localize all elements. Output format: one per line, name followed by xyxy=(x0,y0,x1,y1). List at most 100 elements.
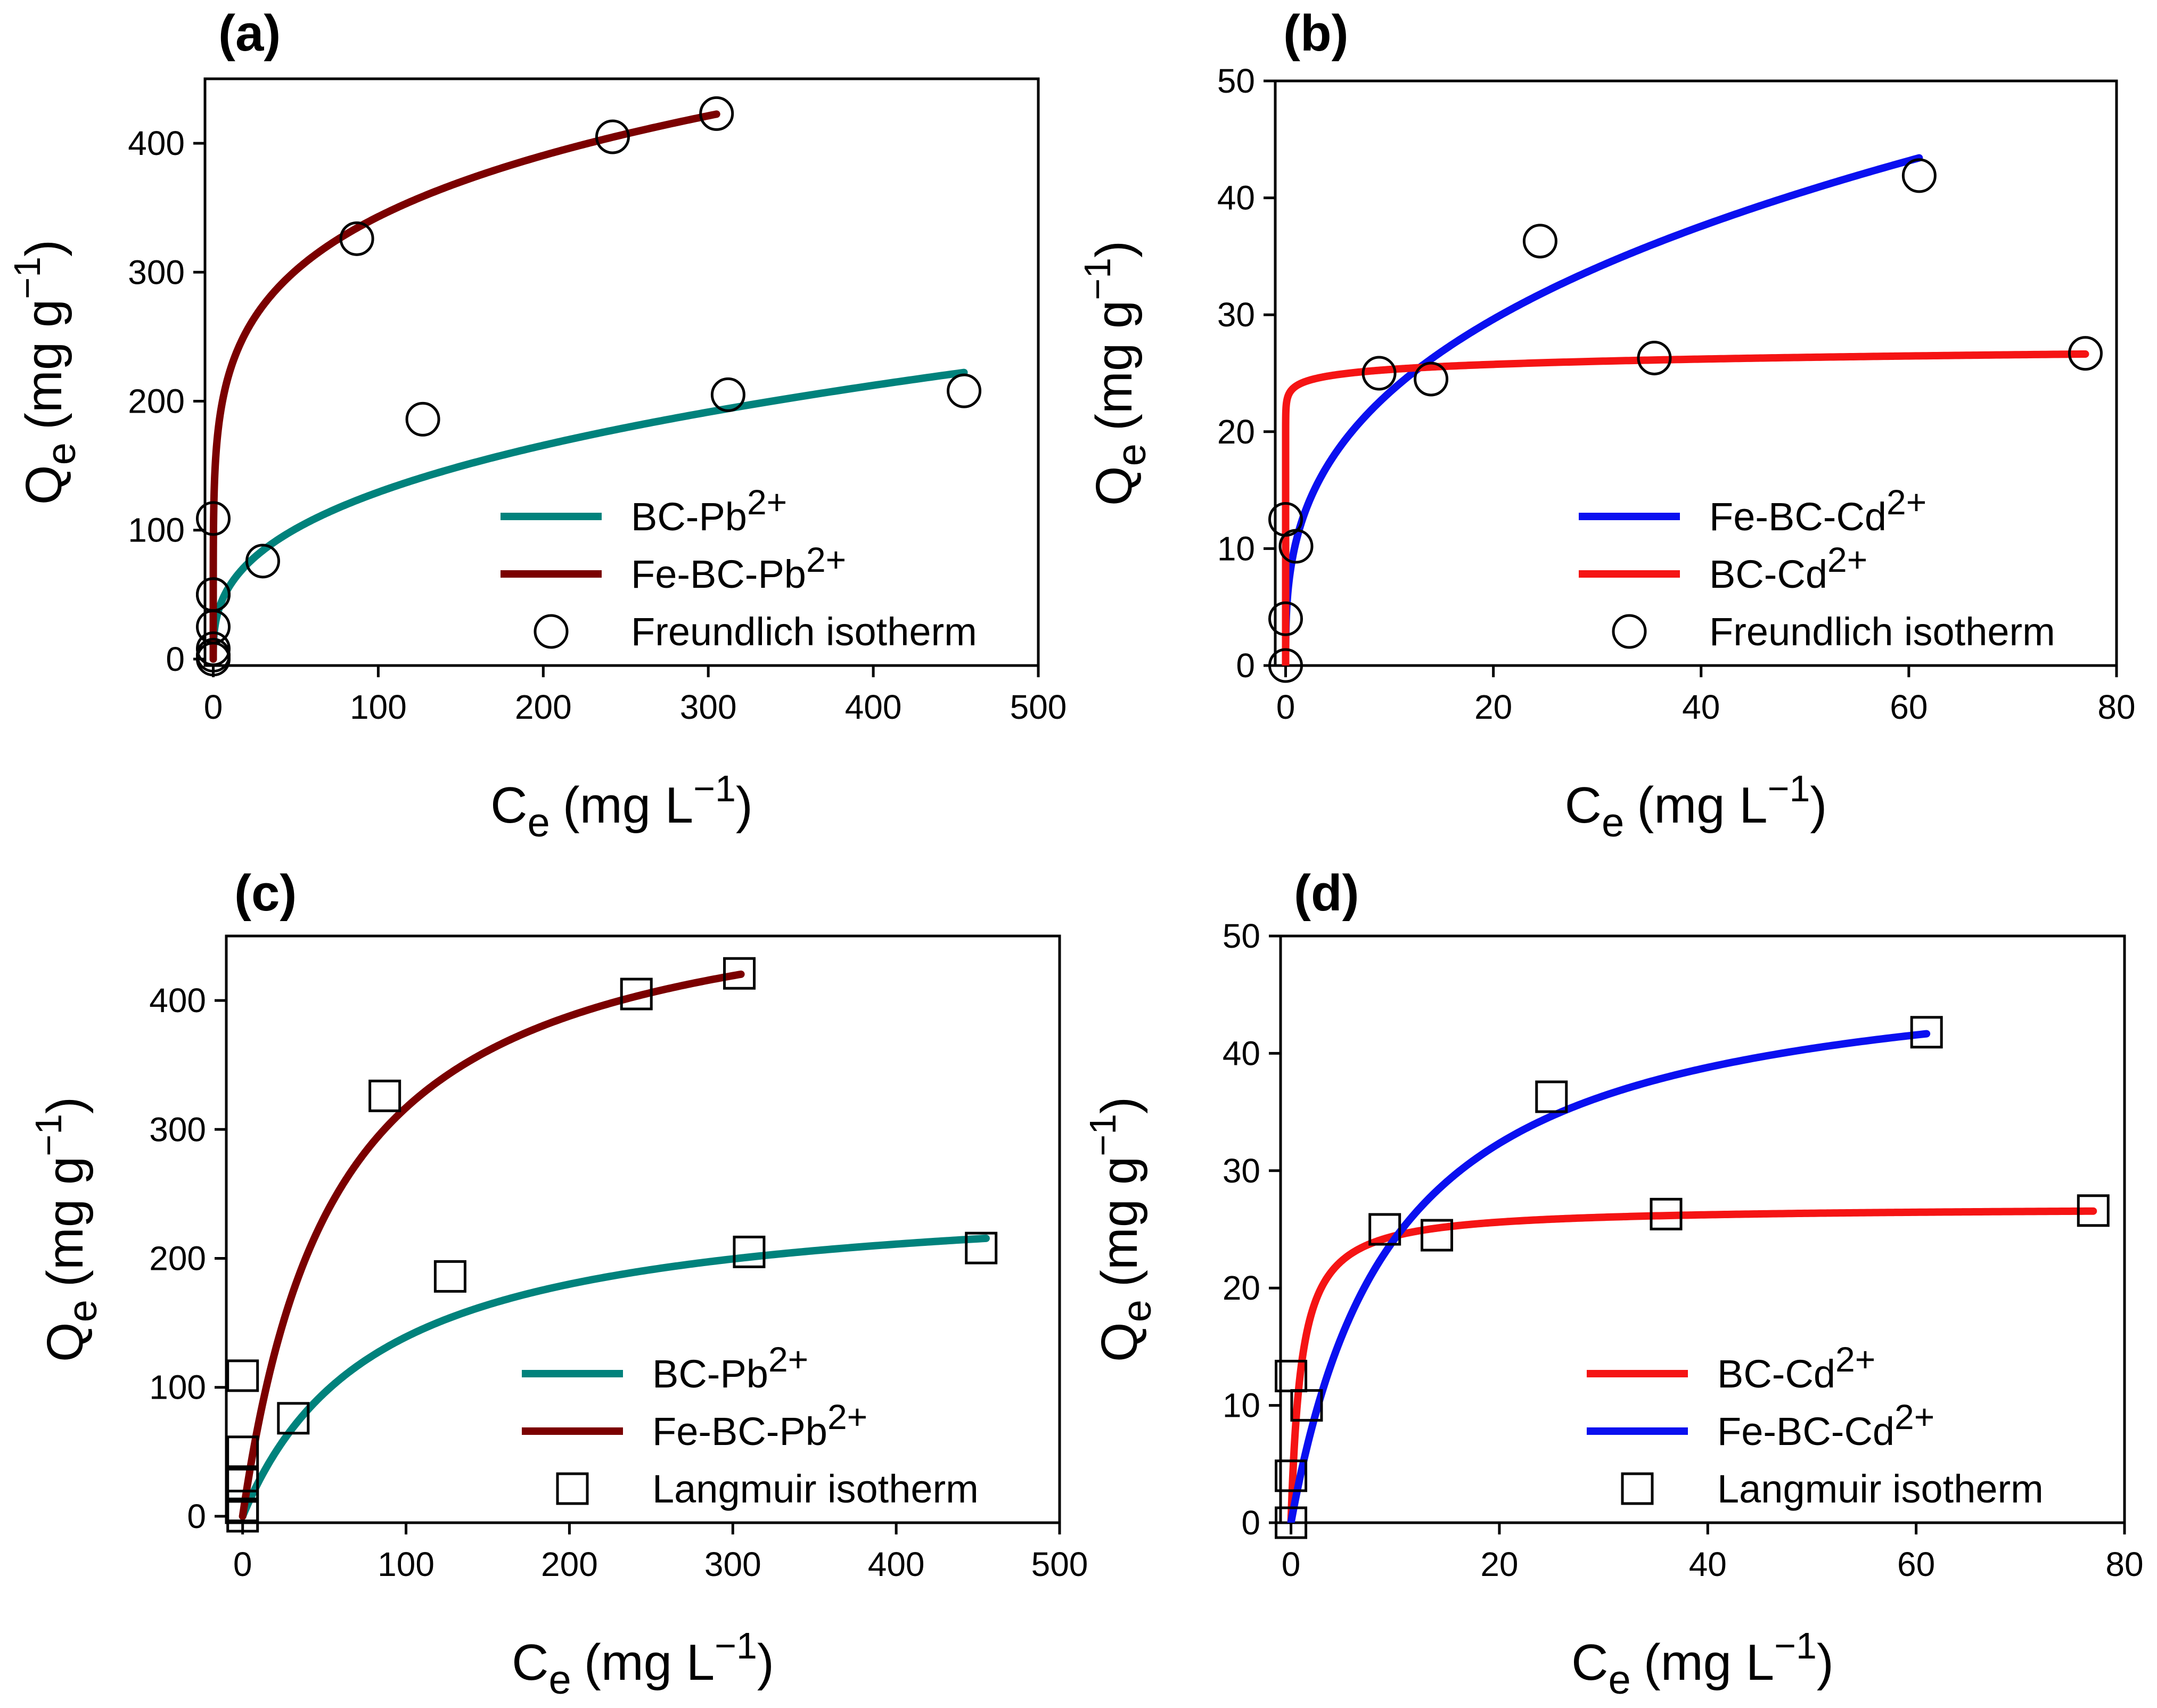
data-point xyxy=(368,1079,401,1112)
x-tick-label: 300 xyxy=(704,1545,761,1583)
y-tick-label: 300 xyxy=(149,1110,206,1148)
data-point xyxy=(1362,356,1397,391)
x-tick-label: 200 xyxy=(515,688,572,726)
data-point xyxy=(195,501,231,536)
data-point xyxy=(405,401,440,437)
y-tick-label: 0 xyxy=(187,1497,206,1535)
y-axis-title: Qe(mg g−1) xyxy=(6,240,84,505)
y-tick-label: 50 xyxy=(1217,62,1255,100)
y-tick-label: 300 xyxy=(128,253,185,291)
y-tick-label: 10 xyxy=(1223,1386,1260,1425)
x-tick-label: 0 xyxy=(1276,688,1295,726)
legend-label: Fe-BC-Cd2+ xyxy=(1717,1397,1934,1454)
data-point xyxy=(699,96,734,131)
y-tick-label: 0 xyxy=(1241,1504,1260,1542)
x-tick-label: 200 xyxy=(541,1545,598,1583)
data-point xyxy=(226,1435,259,1468)
y-tick-label: 30 xyxy=(1223,1152,1260,1190)
y-tick-label: 400 xyxy=(128,124,185,162)
data-point xyxy=(595,119,630,154)
plot-frame xyxy=(225,934,1061,1524)
x-axis-title: Ce (mg L−1) xyxy=(1565,768,1827,845)
x-axis-title: Ce (mg L−1) xyxy=(512,1625,774,1703)
y-axis-title: Qe(mg g−1) xyxy=(1077,241,1154,506)
chart-panel-b: (b) 0 20 40 60 80 0 10 20 30 40 50 Ce (mg L−1) Qe(mg g… xyxy=(1077,5,2136,845)
series-line-fe-bc-pb xyxy=(209,110,720,663)
legend-label: Langmuir isotherm xyxy=(652,1467,979,1511)
data-point xyxy=(1290,1389,1323,1422)
data-point xyxy=(1910,1016,1943,1049)
y-tick-label: 0 xyxy=(166,640,185,678)
legend-label: BC-Cd2+ xyxy=(1709,540,1867,596)
plot-frame xyxy=(203,77,1040,667)
x-axis-title: Ce (mg L−1) xyxy=(490,768,753,845)
legend-label: Fe-BC-Pb2+ xyxy=(652,1397,867,1454)
legend-marker xyxy=(556,1472,589,1505)
series-line-fe-bc-pb xyxy=(239,970,745,1520)
chart-panel-a: (a) 0 100 200 300 400 500 0 100 200 300 400 Ce (mg L−… xyxy=(6,5,1067,845)
data-point xyxy=(245,544,280,579)
legend-label: Fe-BC-Cd2+ xyxy=(1709,482,1926,539)
legend-label: BC-Cd2+ xyxy=(1717,1340,1875,1396)
panel-label: (d) xyxy=(1294,865,1359,922)
data-point xyxy=(2068,336,2103,371)
data-point xyxy=(1368,1213,1401,1246)
data-point xyxy=(226,1467,259,1500)
y-tick-label: 40 xyxy=(1217,179,1255,217)
panel-label: (b) xyxy=(1283,5,1349,62)
legend-label: BC-Pb2+ xyxy=(631,482,787,539)
x-tick-label: 20 xyxy=(1474,688,1512,726)
plot-frame xyxy=(1279,934,2126,1524)
y-axis-title: Qe(mg g−1) xyxy=(1082,1097,1160,1362)
legend-label: Freundlich isotherm xyxy=(1709,610,2055,654)
data-point xyxy=(2077,1194,2110,1227)
series-line-bc-cd xyxy=(1282,350,2089,666)
legend: BC-Pb2+Fe-BC-Pb2+ Freundlich isotherm xyxy=(501,482,977,654)
data-point xyxy=(1650,1197,1683,1230)
x-tick-label: 60 xyxy=(1890,688,1928,726)
y-tick-label: 40 xyxy=(1223,1034,1260,1072)
legend-label: Fe-BC-Pb2+ xyxy=(631,540,846,596)
plot-frame xyxy=(1274,79,2118,667)
data-point xyxy=(195,631,231,667)
data-point xyxy=(1275,1506,1308,1539)
x-tick-label: 40 xyxy=(1689,1545,1727,1583)
data-point xyxy=(1278,529,1314,564)
x-tick-label: 60 xyxy=(1897,1545,1935,1583)
series-line-fe-bc-cd xyxy=(1282,154,1923,666)
data-point xyxy=(723,957,756,990)
data-point xyxy=(710,377,745,412)
data-point xyxy=(1637,340,1672,375)
x-tick-label: 400 xyxy=(868,1545,925,1583)
y-tick-label: 400 xyxy=(149,981,206,1020)
data-point xyxy=(1268,601,1303,636)
data-point xyxy=(965,1231,998,1264)
chart-panel-d: (d) 0 20 40 60 80 0 10 20 30 40 50 Ce (mg L−1) Qe(mg g… xyxy=(1082,865,2144,1703)
legend-marker xyxy=(1612,614,1647,649)
x-tick-label: 80 xyxy=(2105,1545,2143,1583)
y-tick-label: 100 xyxy=(149,1368,206,1407)
x-tick-label: 300 xyxy=(680,688,737,726)
data-point xyxy=(620,978,653,1011)
data-point xyxy=(733,1235,766,1268)
series-line-bc-pb xyxy=(239,1234,990,1520)
x-tick-label: 100 xyxy=(350,688,407,726)
data-point xyxy=(1421,1219,1454,1252)
panel-label: (a) xyxy=(218,5,281,62)
legend-label: BC-Pb2+ xyxy=(652,1340,808,1396)
x-tick-label: 20 xyxy=(1480,1545,1518,1583)
legend-label: Langmuir isotherm xyxy=(1717,1467,2044,1511)
y-tick-label: 20 xyxy=(1217,413,1255,451)
data-point xyxy=(1275,1459,1308,1492)
x-tick-label: 100 xyxy=(378,1545,434,1583)
legend: BC-Cd2+Fe-BC-Cd2+ Langmuir isotherm xyxy=(1587,1340,2044,1511)
x-tick-label: 500 xyxy=(1031,1545,1088,1583)
data-point xyxy=(1268,648,1303,683)
data-point xyxy=(226,1490,259,1523)
data-point xyxy=(1901,158,1937,193)
series-line-bc-cd xyxy=(1287,1207,2097,1523)
data-point xyxy=(1535,1080,1568,1113)
x-tick-label: 80 xyxy=(2097,688,2135,726)
x-tick-label: 0 xyxy=(1282,1545,1301,1583)
y-tick-label: 50 xyxy=(1223,917,1260,955)
